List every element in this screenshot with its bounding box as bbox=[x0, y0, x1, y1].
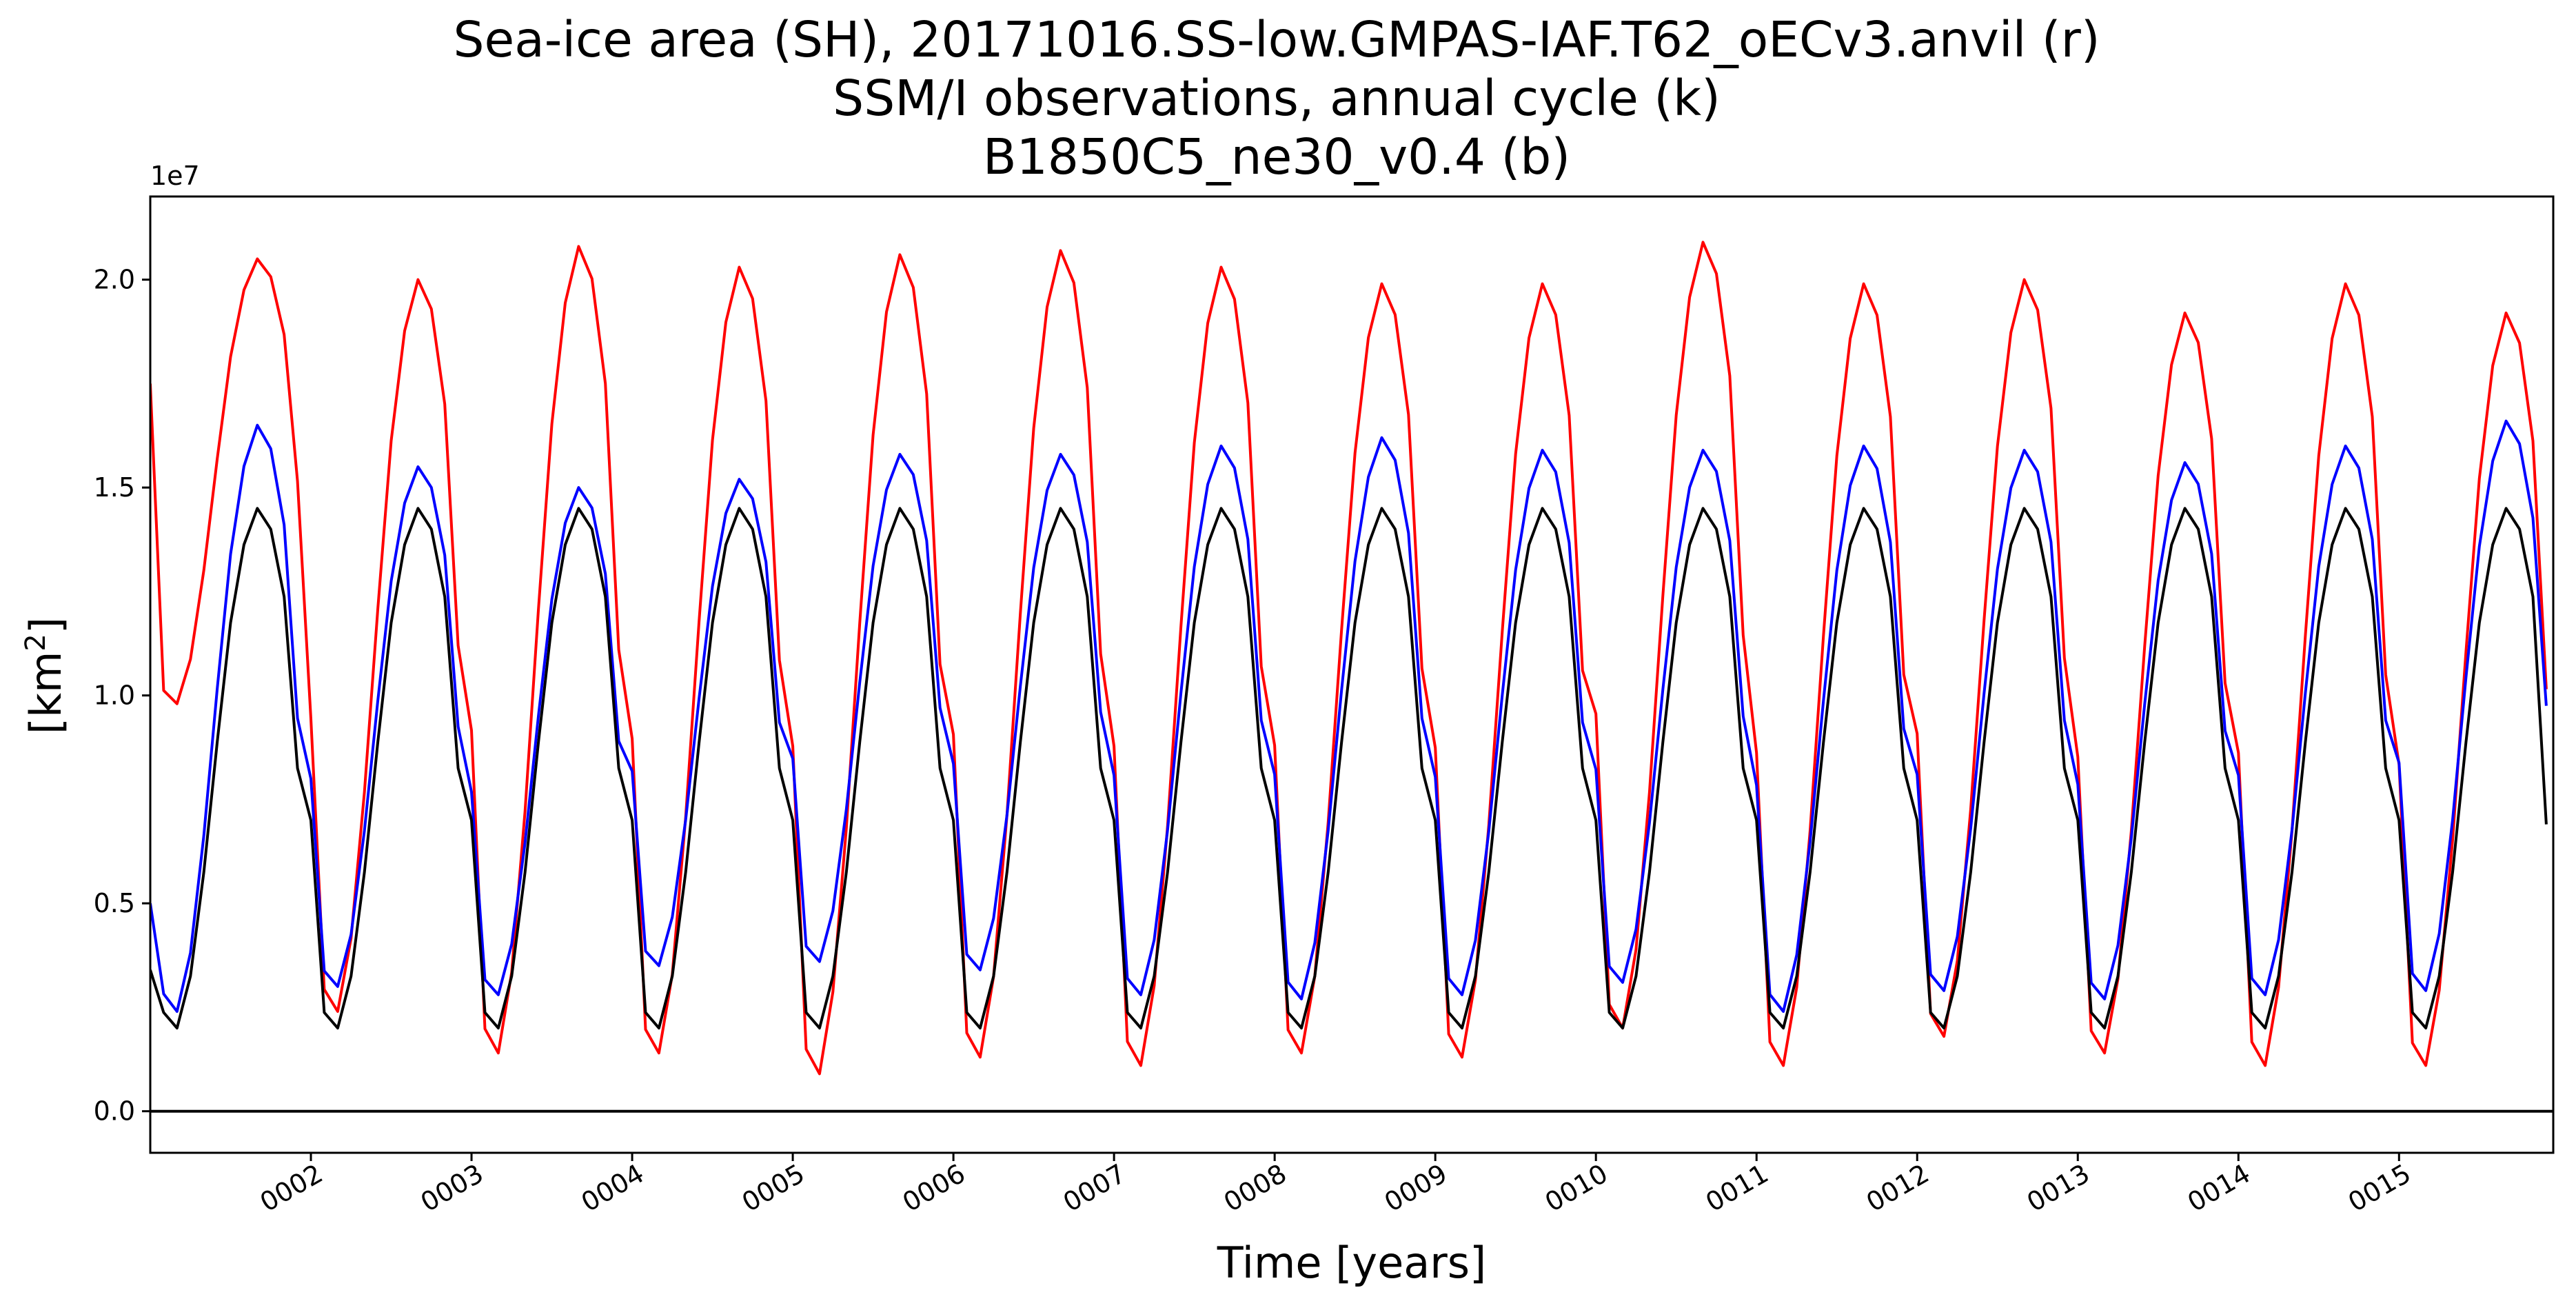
y-tick-label: 0.0 bbox=[94, 1096, 135, 1127]
series-line-1 bbox=[150, 241, 2548, 1076]
plot-frame bbox=[149, 195, 2555, 1154]
chart-title-line-1: Sea-ice area (SH), 20171016.SS-low.GMPAS… bbox=[453, 11, 2100, 68]
x-tick-label: 0012 bbox=[1861, 1158, 1934, 1218]
y-offset-label: 1e7 bbox=[150, 161, 200, 191]
y-tick-label: 2.0 bbox=[94, 265, 135, 295]
series-line-3 bbox=[150, 507, 2548, 1030]
x-tick-label: 0010 bbox=[1540, 1158, 1613, 1218]
y-axis-label-close: ] bbox=[21, 617, 71, 634]
x-tick-label: 0014 bbox=[2182, 1158, 2255, 1218]
chart-title-line-3: B1850C5_ne30_v0.4 (b) bbox=[983, 128, 1570, 185]
y-axis-label: [km2] bbox=[20, 617, 71, 734]
y-axis-ticks: 0.0 0.5 1.0 1.5 2.0 bbox=[94, 265, 150, 1127]
x-tick-label: 0005 bbox=[737, 1158, 810, 1218]
x-tick-label: 0011 bbox=[1701, 1158, 1774, 1218]
x-axis-ticks: 0002 0003 0004 0005 0006 0007 0008 0009 0010 0011… bbox=[255, 1153, 2416, 1218]
x-tick-label: 0006 bbox=[897, 1158, 971, 1218]
y-tick-label: 0.5 bbox=[94, 888, 135, 918]
x-tick-label: 0009 bbox=[1379, 1158, 1452, 1218]
plot-area bbox=[150, 241, 2553, 1113]
y-tick-label: 1.0 bbox=[94, 681, 135, 711]
y-tick-label: 1.5 bbox=[94, 472, 135, 503]
x-tick-label: 0008 bbox=[1219, 1158, 1292, 1218]
y-axis-label-main: [km bbox=[21, 652, 71, 735]
x-tick-label: 0015 bbox=[2343, 1158, 2416, 1218]
series-line-2 bbox=[150, 419, 2548, 1013]
x-tick-label: 0003 bbox=[416, 1158, 489, 1218]
x-tick-label: 0013 bbox=[2022, 1158, 2095, 1218]
y-axis-label-superscript: 2 bbox=[20, 634, 52, 651]
x-tick-label: 0002 bbox=[255, 1158, 328, 1218]
x-axis-label: Time [years] bbox=[1217, 1238, 1486, 1288]
x-tick-label: 0004 bbox=[576, 1158, 649, 1218]
chart-title-line-2: SSM/I observations, annual cycle (k) bbox=[833, 70, 1721, 127]
x-tick-label: 0007 bbox=[1058, 1158, 1131, 1218]
